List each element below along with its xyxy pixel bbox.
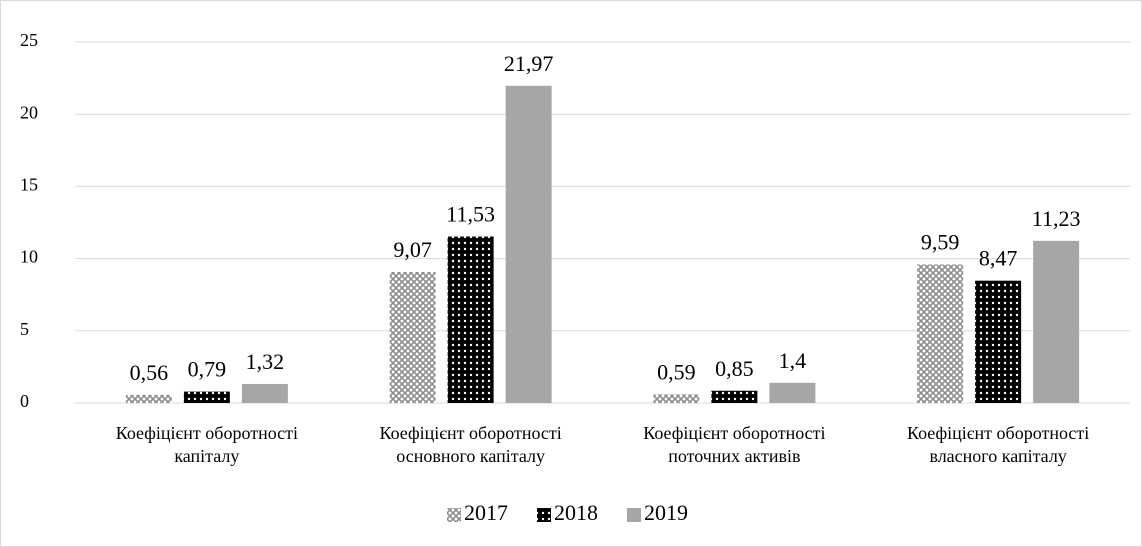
- y-tick-label: 20: [20, 102, 38, 122]
- bar: [711, 390, 758, 403]
- bar: [653, 394, 700, 403]
- bar: [125, 394, 172, 403]
- value-label: 9,59: [921, 230, 960, 255]
- value-label: 0,59: [657, 360, 696, 385]
- legend-label: 2019: [644, 500, 688, 525]
- bar: [1033, 240, 1080, 403]
- value-label: 0,56: [130, 360, 169, 385]
- x-tick-label: Коефіцієнт оборотності капіталу: [115, 423, 299, 466]
- bar: [769, 382, 816, 403]
- value-label: 0,85: [715, 356, 754, 381]
- legend-label: 2018: [554, 500, 598, 525]
- bar: [447, 236, 494, 403]
- bar: [241, 383, 288, 403]
- legend-label: 2017: [464, 500, 508, 525]
- y-tick-label: 25: [20, 30, 38, 50]
- bar: [389, 272, 436, 403]
- legend-swatch: [627, 508, 641, 522]
- bar: [505, 85, 552, 403]
- value-label: 21,97: [504, 51, 554, 76]
- value-label: 9,07: [393, 237, 432, 262]
- x-tick-label: Коефіцієнт оборотності власного капіталу: [906, 423, 1090, 466]
- value-label: 8,47: [979, 246, 1018, 271]
- value-label: 11,23: [1032, 206, 1081, 231]
- value-label: 1,4: [779, 348, 807, 373]
- y-tick-label: 10: [20, 247, 38, 267]
- x-tick-label: Коефіцієнт оборотності поточних активів: [643, 423, 826, 466]
- x-tick-label: Коефіцієнт оборотності основного капітал…: [379, 423, 562, 466]
- y-tick-label: 15: [20, 175, 38, 195]
- value-label: 1,32: [246, 349, 285, 374]
- bar: [183, 391, 230, 403]
- y-tick-label: 5: [20, 319, 29, 339]
- bar: [975, 280, 1022, 403]
- bar: [917, 264, 964, 403]
- value-label: 11,53: [446, 202, 495, 227]
- legend-swatch: [537, 508, 551, 522]
- legend-swatch: [447, 508, 461, 522]
- y-tick-label: 0: [20, 391, 29, 411]
- value-label: 0,79: [188, 357, 227, 382]
